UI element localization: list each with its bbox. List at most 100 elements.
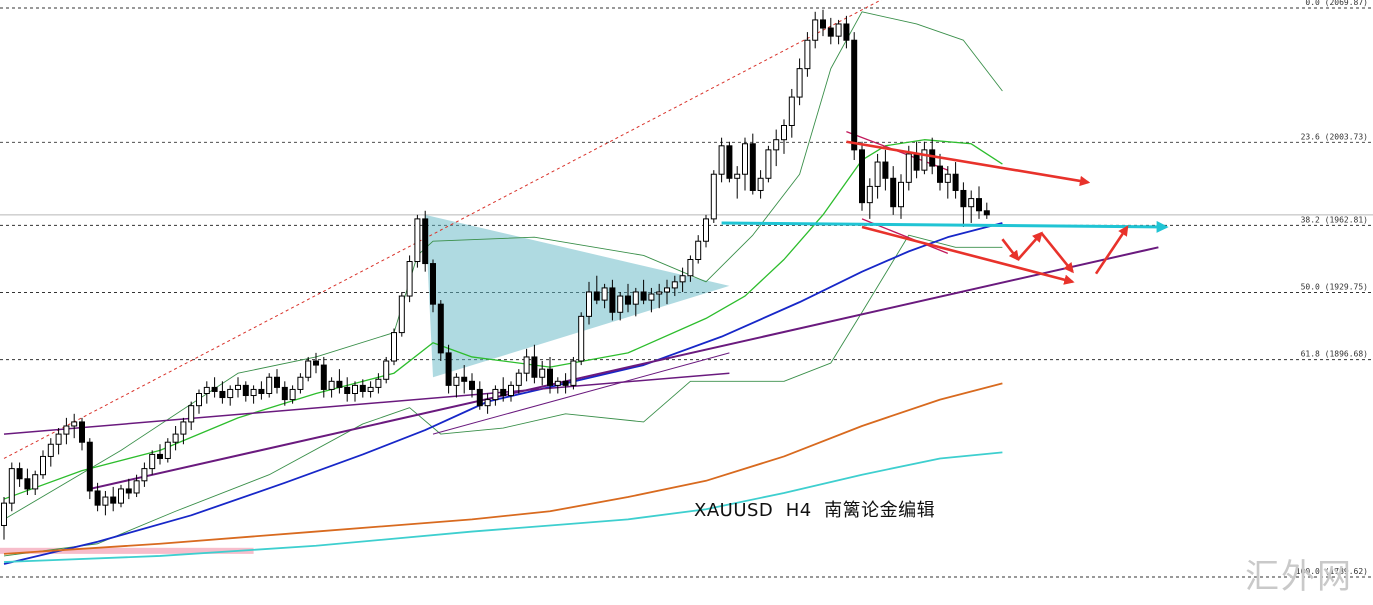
candle (1, 497, 7, 540)
candle (414, 214, 421, 268)
candle-body (47, 443, 54, 457)
candle-body (983, 210, 990, 216)
candle-body (102, 496, 109, 506)
red-projection-arrow (1001, 238, 1020, 262)
candle (469, 373, 475, 398)
candle-body (905, 153, 912, 183)
candle-body (835, 23, 842, 37)
candle (227, 385, 234, 406)
candle-body (570, 360, 577, 386)
candle-body (157, 453, 163, 459)
candle-body (632, 291, 639, 305)
candle-body (359, 384, 366, 392)
candle-body (398, 295, 405, 334)
candle (305, 356, 312, 382)
candle (944, 166, 951, 199)
candle-body (63, 425, 70, 435)
candle (391, 328, 397, 366)
candle-body (851, 39, 858, 151)
candle-body (913, 153, 920, 171)
candle-body (219, 390, 226, 399)
candle-body (461, 376, 468, 382)
candle-body (328, 380, 335, 390)
candle (367, 381, 374, 398)
candle (656, 283, 663, 309)
candle (196, 389, 202, 414)
candle (632, 287, 639, 317)
candle (734, 166, 741, 199)
candle-body (578, 315, 585, 362)
fibonacci-levels: 0.0 (2069.87) 23.6 (2003.73) 38.2 (1962.81… (0, 0, 1373, 578)
candle (492, 385, 499, 406)
candle-body (804, 39, 811, 70)
candle-body (164, 441, 171, 459)
candle-body (375, 378, 382, 388)
candle-body (203, 386, 210, 394)
candle-body (71, 421, 78, 427)
candle (157, 444, 163, 465)
candle (593, 275, 600, 305)
candle-body (703, 218, 709, 242)
candle-body (960, 189, 967, 208)
candle (484, 393, 491, 414)
candle (266, 373, 273, 398)
candle-body (898, 181, 904, 208)
candle-body (874, 161, 881, 187)
candle (250, 385, 257, 404)
candle-body (453, 376, 460, 386)
candle-body (344, 386, 351, 394)
candle (406, 255, 413, 303)
candle (71, 413, 78, 439)
candle (375, 373, 382, 394)
candle (149, 450, 156, 475)
candle-body (141, 468, 148, 482)
candle-body (539, 368, 546, 378)
candle (40, 450, 46, 479)
candle-body (281, 386, 288, 401)
candle-body (110, 496, 117, 504)
candle-body (484, 399, 491, 407)
candle (445, 344, 452, 394)
candle-body (749, 143, 756, 191)
candle (453, 373, 460, 398)
candle (219, 381, 226, 404)
candle (328, 377, 335, 398)
red-dotted-channel-line (3, 0, 882, 459)
candle (172, 425, 179, 451)
candle-body (86, 441, 93, 492)
candle-body (242, 384, 249, 397)
candle-body (40, 455, 46, 476)
candle (500, 377, 507, 402)
candle (258, 381, 265, 400)
candle-body (523, 356, 530, 374)
candle-body (94, 490, 101, 506)
candle-body (812, 19, 819, 41)
candle-body (890, 177, 897, 208)
candle-body (656, 291, 663, 295)
candle (281, 381, 288, 406)
red-projection-arrow (861, 225, 1075, 285)
candle (835, 19, 842, 45)
candle-body (367, 386, 374, 392)
candle (47, 438, 54, 467)
bollinger-bands (3, 11, 1003, 557)
candle-body (866, 185, 873, 204)
candle (133, 474, 140, 498)
candle-body (601, 287, 608, 301)
candle-body (313, 360, 319, 366)
candle-body (937, 165, 943, 183)
candle (812, 11, 819, 49)
candle-body (414, 218, 421, 263)
candle (164, 438, 171, 463)
bollinger-upper (3, 11, 1003, 520)
candle-body (437, 303, 444, 354)
candle-body (500, 388, 507, 397)
candle (976, 186, 982, 219)
candle-body (476, 388, 483, 407)
candle (94, 482, 101, 512)
candle-body (79, 421, 85, 443)
candle (437, 300, 444, 362)
candle-body (757, 177, 764, 191)
candle-body (32, 474, 39, 490)
